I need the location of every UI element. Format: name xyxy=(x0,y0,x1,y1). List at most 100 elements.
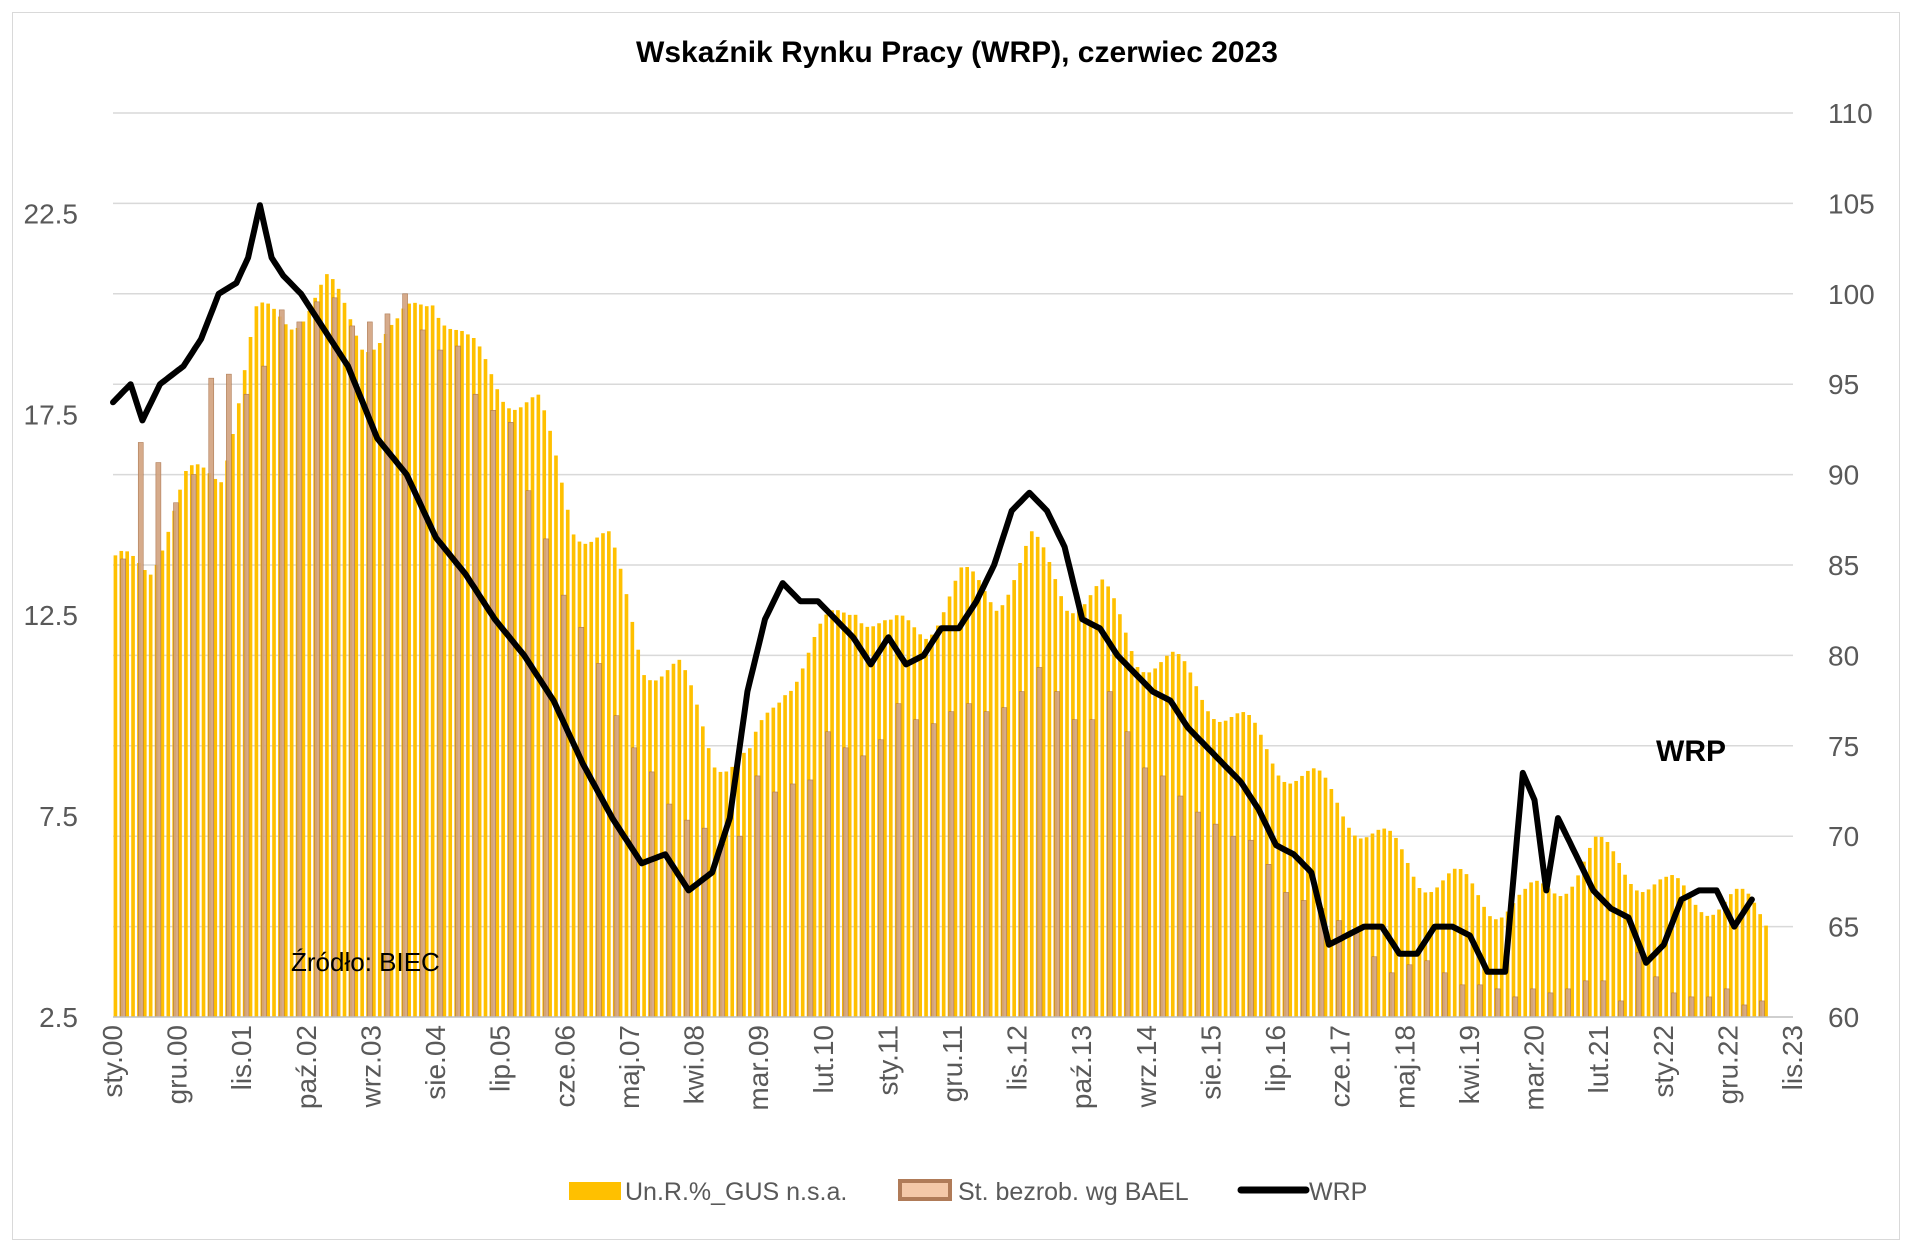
bael-bar xyxy=(1336,920,1342,1018)
gus-bar xyxy=(1065,610,1069,1017)
bael-bar xyxy=(754,775,761,1018)
gus-bar xyxy=(448,328,453,1017)
bael-bar xyxy=(878,739,884,1018)
gus-bar xyxy=(1147,672,1152,1017)
gus-bar xyxy=(1535,880,1539,1017)
gus-bar xyxy=(219,482,223,1018)
gus-bar xyxy=(166,531,171,1017)
gus-bar xyxy=(1617,862,1622,1017)
bael-bar xyxy=(1565,988,1571,1018)
gus-bar xyxy=(695,704,699,1017)
bael-bar xyxy=(455,345,461,1018)
gus-bar xyxy=(659,676,664,1017)
gus-bar xyxy=(1170,651,1175,1017)
bael-bar xyxy=(807,779,814,1018)
gus-bar xyxy=(1599,836,1604,1017)
bael-bar xyxy=(384,313,391,1018)
gus-bar xyxy=(935,625,940,1017)
gus-bar xyxy=(1441,880,1445,1017)
gus-bar xyxy=(1435,887,1439,1017)
gus-bar xyxy=(442,325,447,1018)
y-right-tick-label: 95 xyxy=(1828,369,1859,400)
bael-bar xyxy=(1424,960,1430,1018)
gus-bar xyxy=(777,702,782,1017)
x-tick-label: cze.17 xyxy=(1325,1025,1356,1108)
gus-bar xyxy=(1764,925,1768,1017)
gus-bar xyxy=(1118,614,1122,1017)
x-tick-label: wrz.03 xyxy=(355,1025,386,1108)
bael-bar xyxy=(543,538,549,1018)
gus-bar xyxy=(1740,888,1745,1017)
bael-bar xyxy=(578,626,585,1018)
gus-bar xyxy=(1165,655,1169,1017)
bael-bar xyxy=(508,422,514,1018)
bael-bar xyxy=(173,502,179,1018)
gus-bar xyxy=(941,612,946,1017)
bael-bar xyxy=(349,325,356,1018)
gus-bar xyxy=(636,649,641,1017)
gus-bars xyxy=(113,274,1768,1018)
bael-bar xyxy=(1653,976,1660,1018)
gus-bar xyxy=(1734,888,1739,1017)
bael-bar xyxy=(525,490,532,1018)
y-axis-right: 60 65 70 75 80 85 90 95 100 105 110 xyxy=(1828,98,1875,1033)
gus-bar xyxy=(530,397,535,1017)
y-right-tick-label: 75 xyxy=(1828,731,1859,762)
bael-bar xyxy=(1301,900,1307,1018)
y-left-tick-label: 12.5 xyxy=(24,600,79,631)
bael-bar xyxy=(789,783,796,1018)
gus-bar xyxy=(1523,888,1528,1017)
gus-bar xyxy=(1294,780,1298,1017)
gus-bar xyxy=(1382,828,1387,1017)
gus-bar xyxy=(671,663,676,1017)
gus-bar xyxy=(377,343,382,1017)
gus-bar xyxy=(1711,914,1716,1017)
gus-bar xyxy=(1206,711,1210,1017)
x-tick-label: cze.06 xyxy=(549,1025,580,1108)
gus-bar xyxy=(142,570,147,1017)
bael-bar xyxy=(1071,719,1078,1018)
legend-label-wrp: WRP xyxy=(1309,1178,1367,1206)
gus-bar xyxy=(554,455,558,1017)
gus-bar xyxy=(283,324,288,1017)
bael-bar xyxy=(190,474,197,1018)
gus-bar xyxy=(1306,770,1310,1017)
bael-bar xyxy=(684,819,690,1018)
bael-bar xyxy=(930,723,937,1018)
bael-bar xyxy=(1036,667,1043,1018)
gus-bar xyxy=(953,580,958,1017)
bael-bar xyxy=(120,558,126,1018)
gus-bar xyxy=(1094,586,1099,1017)
x-tick-label: lis.01 xyxy=(226,1025,257,1090)
gus-bar xyxy=(1259,734,1263,1017)
bael-bar xyxy=(1107,691,1113,1018)
gus-bar xyxy=(1341,816,1345,1017)
bael-bar xyxy=(701,827,708,1018)
bael-bar xyxy=(208,377,215,1018)
gus-bar xyxy=(1447,873,1451,1017)
bael-bar xyxy=(825,731,831,1018)
gus-bar xyxy=(1452,868,1457,1017)
bael-bar xyxy=(1160,775,1166,1018)
bael-bar xyxy=(278,309,285,1018)
gus-bar xyxy=(906,620,911,1017)
bael-bar xyxy=(948,711,955,1018)
bael-bar xyxy=(1600,980,1607,1018)
gus-bar xyxy=(830,610,834,1017)
gus-bar xyxy=(1693,904,1698,1017)
y-right-tick-label: 80 xyxy=(1828,640,1859,671)
gus-bar xyxy=(1488,916,1492,1017)
bael-bar xyxy=(913,719,919,1018)
gus-bar xyxy=(1323,777,1328,1017)
bael-bar xyxy=(331,297,338,1018)
gus-bar xyxy=(236,403,241,1018)
gus-bar xyxy=(1235,713,1240,1017)
gus-bar xyxy=(1687,895,1692,1017)
gus-bar xyxy=(730,766,735,1017)
bael-bar xyxy=(1089,719,1096,1018)
gus-bar xyxy=(1546,888,1551,1017)
gus-bar xyxy=(1564,893,1569,1017)
gus-bar xyxy=(836,610,840,1017)
gus-bar xyxy=(389,324,394,1018)
gus-bar xyxy=(1429,892,1434,1017)
